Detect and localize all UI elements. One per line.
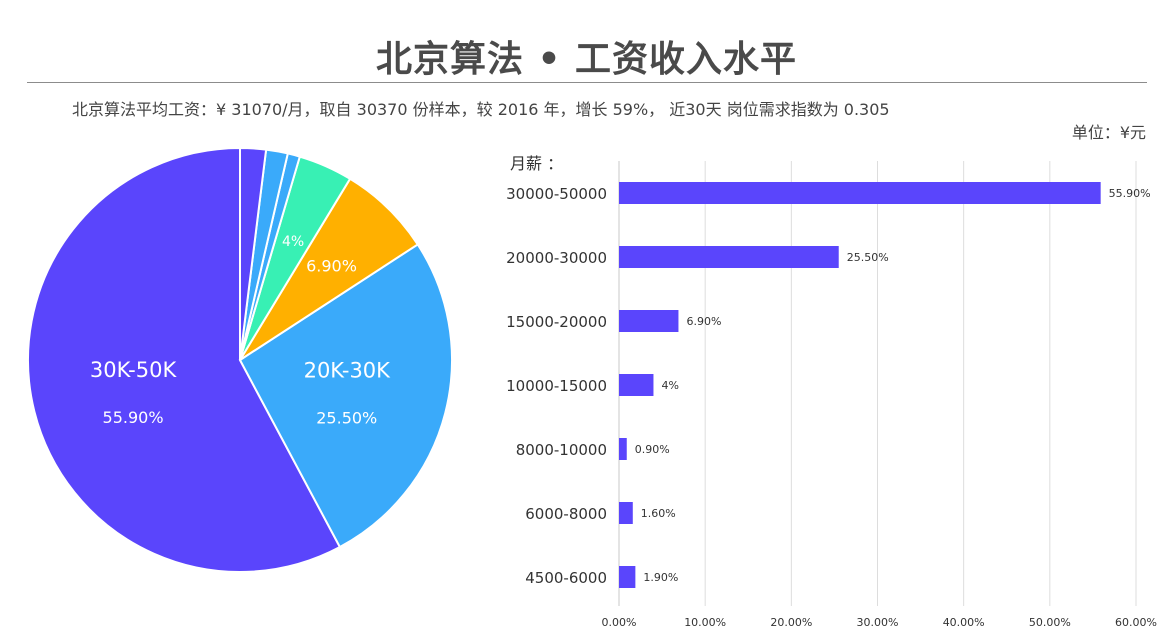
category-label-4: 8000-10000 bbox=[516, 441, 607, 459]
category-label-6: 4500-6000 bbox=[525, 569, 607, 587]
pie-slice-value-3: 4% bbox=[282, 234, 304, 250]
salary-pie-chart: 30K-50K 55.90% 20K-30K 25.50% 6.90%4% bbox=[27, 146, 453, 573]
pie-slice-0 bbox=[27, 146, 342, 573]
page-title: 北京算法 • 工资收入水平 bbox=[375, 39, 798, 80]
bar-4 bbox=[619, 438, 627, 460]
summary-text: 北京算法平均工资：¥ 31070/月，取自 30370 份样本，较 2016 年… bbox=[72, 100, 890, 119]
bar-1 bbox=[619, 246, 839, 268]
category-label-3: 10000-15000 bbox=[506, 377, 607, 395]
pie-slice-name-1: 20K-30K bbox=[304, 358, 392, 382]
category-label-1: 20000-30000 bbox=[506, 249, 607, 267]
bar-5 bbox=[619, 502, 633, 524]
pie-slice-1 bbox=[238, 243, 453, 549]
x-tick-label-3: 30.00% bbox=[857, 616, 899, 629]
title-divider bbox=[27, 82, 1147, 83]
bar-value-label-4: 0.90% bbox=[635, 443, 670, 456]
pie-slice-value-0: 55.90% bbox=[103, 408, 164, 427]
bar-value-label-2: 6.90% bbox=[686, 315, 721, 328]
category-label-5: 6000-8000 bbox=[525, 505, 607, 523]
bar-3 bbox=[619, 374, 654, 396]
bar-0 bbox=[619, 182, 1101, 204]
x-tick-label-4: 40.00% bbox=[943, 616, 985, 629]
pie-slice-name-0: 30K-50K bbox=[90, 358, 178, 382]
y-axis-label: 月薪 ： bbox=[510, 154, 563, 173]
bar-6 bbox=[619, 566, 636, 588]
bar-value-label-0: 55.90% bbox=[1109, 187, 1151, 200]
bar-value-label-6: 1.90% bbox=[643, 571, 678, 584]
x-tick-label-1: 10.00% bbox=[684, 616, 726, 629]
bar-value-label-1: 25.50% bbox=[847, 251, 889, 264]
pie-slice-value-1: 25.50% bbox=[316, 408, 377, 427]
salary-bar-chart: 0.00% 10.00% 20.00% 30.00% 40.00% 50.00% 60.00… bbox=[506, 154, 1157, 629]
category-label-2: 15000-20000 bbox=[506, 313, 607, 331]
x-tick-label-0: 0.00% bbox=[602, 616, 637, 629]
bar-value-label-5: 1.60% bbox=[641, 507, 676, 520]
x-tick-label-6: 60.00% bbox=[1115, 616, 1157, 629]
pie-slice-6 bbox=[239, 146, 268, 361]
pie-slice-value-2: 6.90% bbox=[306, 257, 357, 276]
bar-value-label-3: 4% bbox=[661, 379, 678, 392]
bar-2 bbox=[619, 310, 679, 332]
unit-label: 单位：¥元 bbox=[1071, 123, 1146, 142]
category-label-0: 30000-50000 bbox=[506, 185, 607, 203]
x-tick-label-2: 20.00% bbox=[770, 616, 812, 629]
x-tick-label-5: 50.00% bbox=[1029, 616, 1071, 629]
